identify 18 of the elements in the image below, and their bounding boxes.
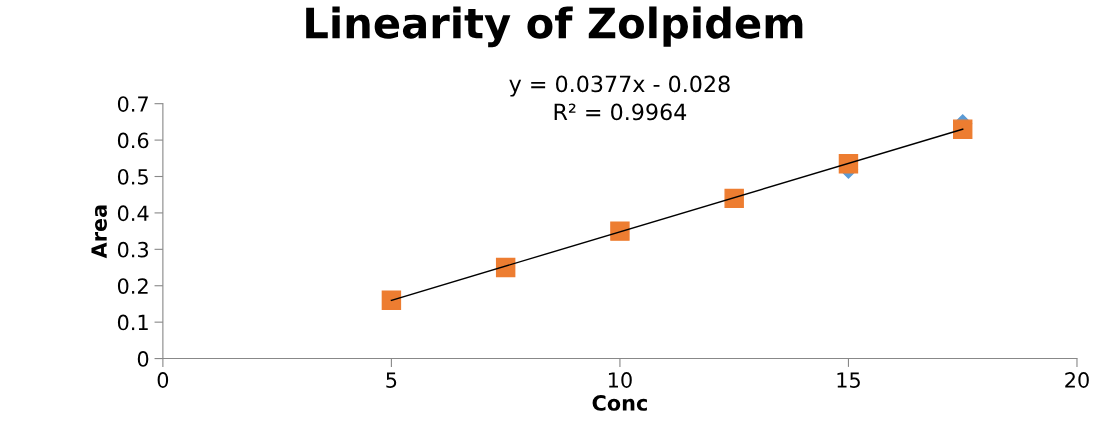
- chart-title: Linearity of Zolpidem: [306, 6, 803, 48]
- y-tick-label: 0.1: [117, 314, 148, 331]
- y-tick-label: 0.3: [117, 241, 149, 258]
- x-axis-title: Conc: [592, 395, 647, 411]
- y-axis-title: Area: [91, 205, 107, 259]
- y-tick-label: 0.6: [117, 132, 149, 149]
- x-tick-label: 0: [157, 372, 169, 388]
- x-tick-label: 5: [386, 372, 397, 388]
- y-tick-label: 0.2: [117, 278, 148, 294]
- y-tick-label: 0.5: [117, 168, 148, 185]
- y-tick-label: 0.7: [117, 96, 148, 112]
- annotation: R² = 0.9964: [554, 103, 687, 121]
- x-tick-label: 20: [1065, 372, 1089, 388]
- x-tick-label: 15: [837, 372, 860, 388]
- text: y = 0.0377x - 0.028: [509, 75, 730, 97]
- x-tick-label: 10: [608, 372, 632, 388]
- y-tick-label: 0: [137, 351, 149, 367]
- y-tick-label: 0.4: [117, 205, 149, 222]
